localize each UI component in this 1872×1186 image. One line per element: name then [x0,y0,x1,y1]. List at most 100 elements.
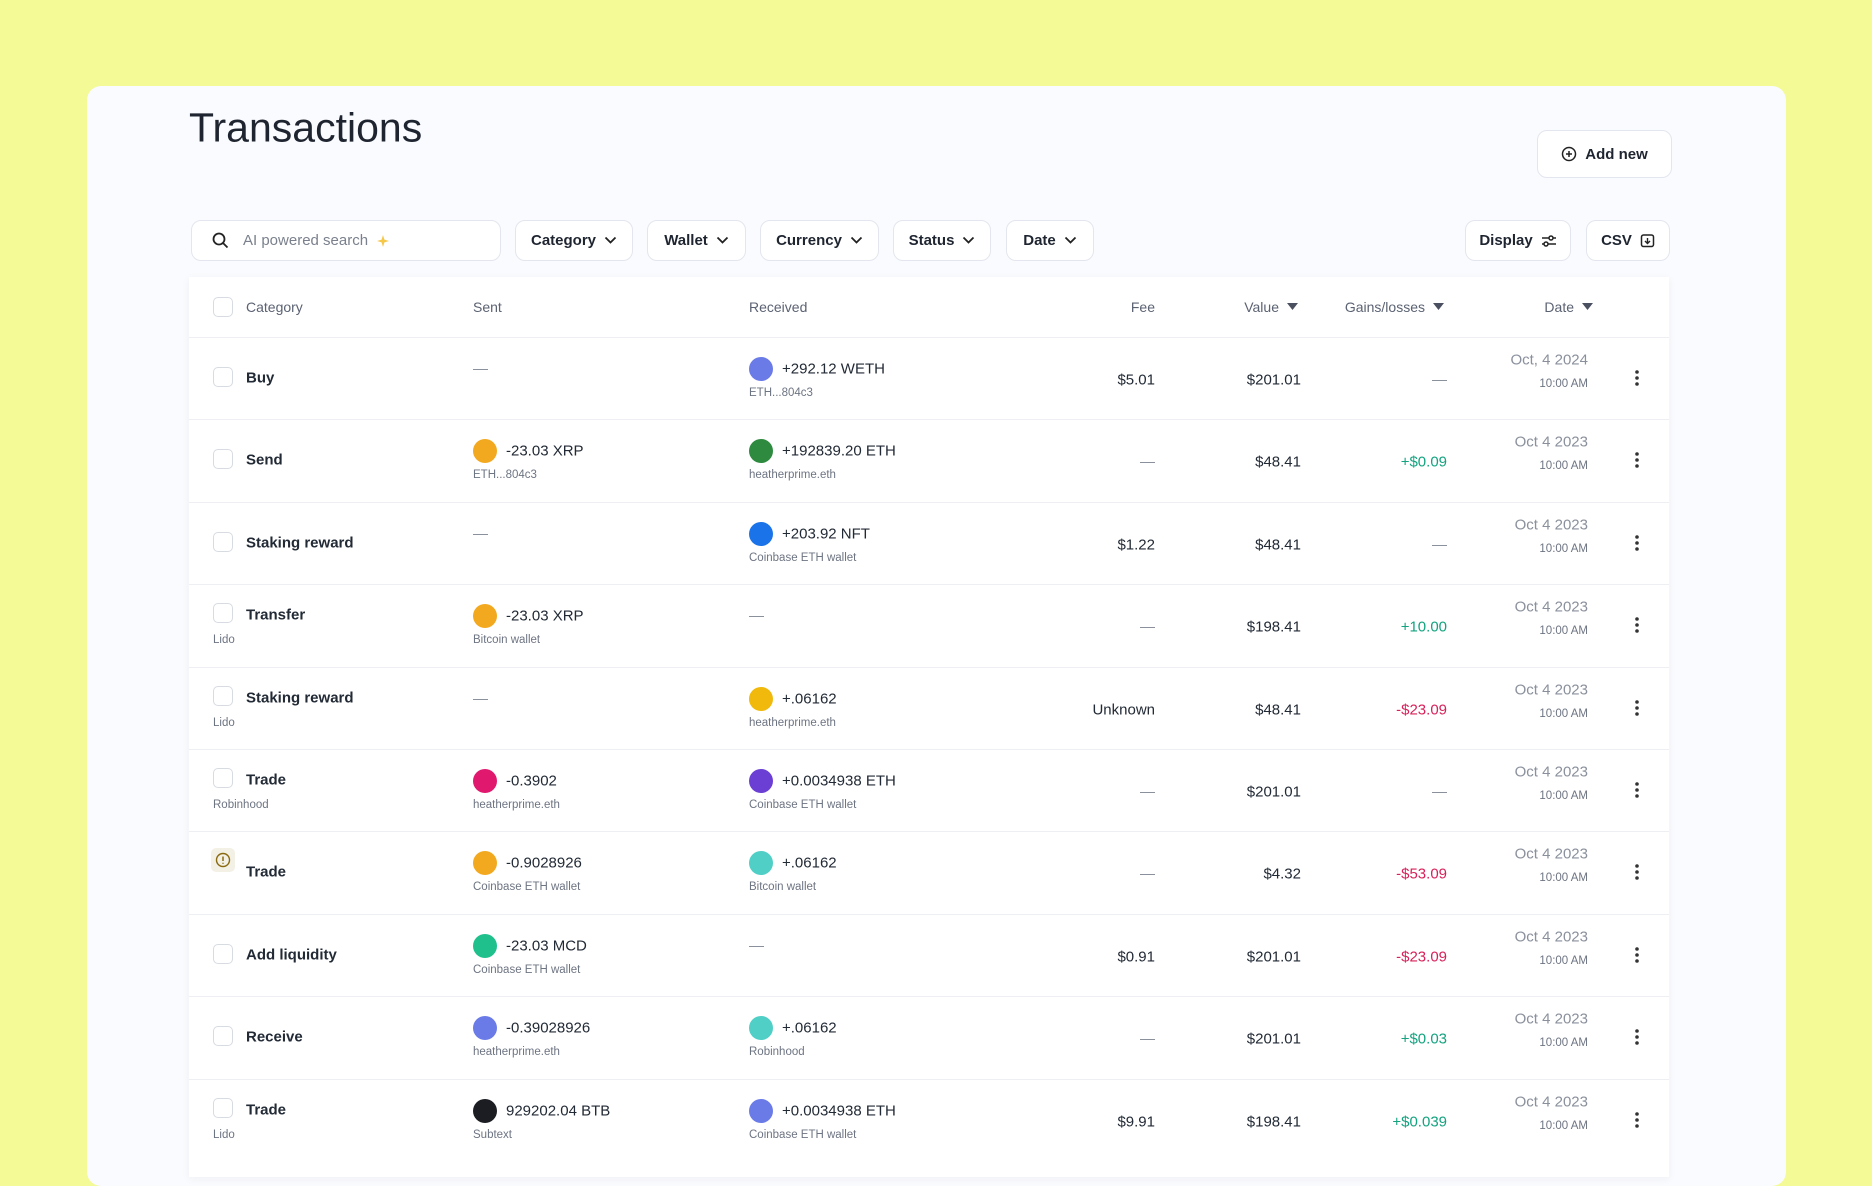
sent-amount: — [473,690,488,708]
received-amount: +192839.20 ETH [782,442,896,460]
csv-label: CSV [1601,232,1632,249]
header-checkbox[interactable] [213,297,233,317]
fee: — [1140,865,1155,883]
date: Oct 4 2023 [1514,681,1588,699]
row-menu[interactable] [1634,616,1640,634]
received-sub: Coinbase ETH wallet [749,799,857,811]
column-header: Value [1244,299,1279,315]
gains-losses: +$0.039 [1392,1113,1447,1131]
fee: $1.22 [1117,536,1155,554]
page: {"header":{"title":"Transactions","add_b… [87,86,1786,1186]
sent-sub: Bitcoin wallet [473,634,541,647]
sent-amount: -23.03 MCD [506,937,587,955]
value: $201.01 [1246,948,1301,966]
received-amount: +.06162 [782,690,837,708]
category-label: Staking reward [246,534,354,552]
received-amount: — [749,937,764,955]
sent-sub: Subtext [473,1128,512,1141]
row-checkbox[interactable] [213,685,233,706]
search-box[interactable]: AI powered search [191,220,501,261]
export-icon [1640,234,1655,248]
row-menu[interactable] [1634,863,1640,881]
value: $201.01 [1246,1030,1301,1048]
sent-amount: -0.39028926 [506,1019,591,1037]
value: $198.41 [1246,1113,1301,1131]
search-placeholder: AI powered search [243,232,369,249]
display-button[interactable]: Display [1465,220,1571,261]
column-header: Fee [1130,299,1155,315]
row-menu[interactable] [1634,369,1640,387]
value: $201.01 [1246,783,1301,801]
time: 10:00 AM [1539,1037,1588,1050]
gains-losses: — [1432,371,1447,389]
gains-losses: +$0.03 [1400,1030,1447,1048]
sent-sub: ETH...804c3 [473,469,537,482]
row-checkbox[interactable] [213,603,233,624]
gains-losses: +10.00 [1400,618,1447,636]
csv-button[interactable]: CSV [1586,220,1670,261]
row-divider [189,749,1669,750]
value: $48.41 [1255,536,1301,554]
search-icon [212,232,229,249]
row-menu[interactable] [1634,946,1640,964]
row-checkbox[interactable] [213,367,233,387]
filter-dropdown[interactable]: Currency [760,220,879,261]
received-amount: +0.0034938 ETH [782,772,896,790]
fee: $0.91 [1117,948,1155,966]
column-header: Gains/losses [1344,299,1425,315]
chevron-icon [963,236,975,244]
category-label: Add liquidity [246,946,337,964]
sent-amount: -0.9028926 [506,854,582,872]
filter-dropdown[interactable]: Category [515,220,633,261]
fee: — [1140,618,1155,636]
row-divider [189,1078,1669,1080]
row-checkbox[interactable] [213,1026,233,1047]
sent-amount: -0.3902 [506,772,557,790]
add-new-button[interactable]: Add new [1537,130,1672,178]
row-divider [189,996,1669,998]
date: Oct 4 2023 [1514,1010,1588,1028]
row-checkbox[interactable] [213,531,233,552]
received-amount: +203.92 NFT [782,525,870,543]
row-menu[interactable] [1634,534,1640,552]
value: $48.41 [1255,453,1301,471]
date: Oct 4 2023 [1514,1093,1588,1111]
sent-sub: heatherprime.eth [473,799,560,811]
filter-label: Wallet [664,232,708,249]
time: 10:00 AM [1539,378,1588,390]
fee: — [1140,453,1155,471]
row-checkbox[interactable] [213,943,233,964]
row-divider [189,831,1669,833]
date: Oct 4 2023 [1514,433,1588,451]
row-menu[interactable] [1634,1028,1640,1046]
sliders-icon [1541,234,1556,247]
row-menu[interactable] [1634,699,1640,717]
time: 10:00 AM [1539,1119,1588,1132]
time: 10:00 AM [1539,954,1588,967]
date: Oct 4 2023 [1514,763,1588,781]
received-amount: +.06162 [782,1019,837,1037]
category-label: Receive [246,1028,303,1046]
coin-icon [749,1098,773,1123]
filter-dropdown[interactable]: Date [1006,220,1094,261]
filter-dropdown[interactable]: Status [893,220,991,261]
column-header: Sent [473,299,502,315]
row-menu[interactable] [1634,1111,1640,1129]
row-checkbox[interactable] [213,1097,233,1118]
date: Oct 4 2023 [1514,845,1588,863]
row-divider [189,501,1669,503]
filter-dropdown[interactable]: Wallet [647,220,746,261]
coin-icon [749,357,773,381]
received-sub: Coinbase ETH wallet [749,551,857,564]
row-checkbox[interactable] [213,449,233,470]
category-label: Buy [246,369,275,387]
row-menu[interactable] [1634,451,1640,469]
sort-caret [1287,303,1298,310]
sent-sub: Coinbase ETH wallet [473,963,581,976]
display-label: Display [1479,232,1533,249]
time: 10:00 AM [1539,625,1588,638]
row-menu[interactable] [1634,781,1640,799]
warning-icon[interactable] [211,848,235,873]
row-checkbox[interactable] [213,768,233,788]
date: Oct 4 2023 [1514,598,1588,616]
